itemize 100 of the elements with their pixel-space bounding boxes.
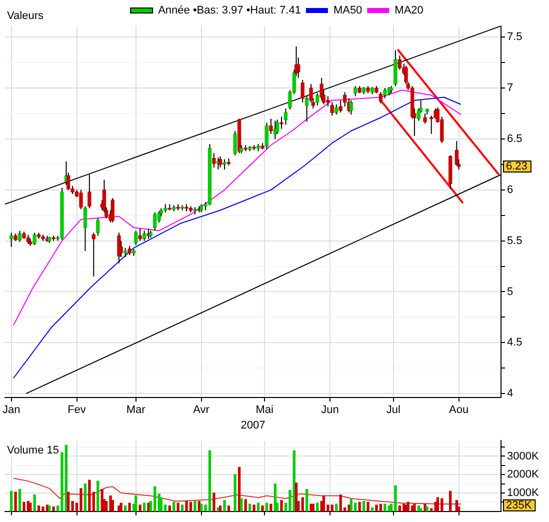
candlestick bbox=[398, 55, 402, 70]
bar bbox=[348, 504, 350, 512]
candlestick bbox=[394, 50, 398, 87]
bar bbox=[280, 500, 283, 512]
chart-title: Valeurs bbox=[7, 10, 44, 22]
bar bbox=[128, 502, 131, 512]
bar bbox=[223, 500, 226, 512]
bar bbox=[52, 506, 55, 512]
bar bbox=[322, 495, 326, 512]
y-tick-label: 2000K bbox=[507, 468, 540, 481]
y-tick-label: 5.5 bbox=[507, 234, 522, 247]
candlestick bbox=[60, 187, 64, 240]
candlestick bbox=[342, 92, 347, 107]
bar bbox=[18, 489, 22, 512]
bar bbox=[80, 488, 82, 512]
y-tick-label: 4 bbox=[507, 388, 514, 400]
candlestick bbox=[237, 118, 242, 154]
candlestick bbox=[79, 189, 83, 210]
x-tick-label: Avr bbox=[193, 404, 210, 416]
x-tick-label: Jun bbox=[321, 404, 339, 416]
candlestick bbox=[134, 230, 138, 246]
y-tick-label: 7.5 bbox=[507, 31, 522, 44]
candlestick bbox=[138, 228, 142, 242]
bar bbox=[134, 495, 138, 512]
x-tick-label: Mar bbox=[126, 404, 146, 416]
x-axis-title: 2007 bbox=[240, 419, 266, 432]
bar bbox=[194, 500, 196, 512]
candlestick bbox=[425, 108, 429, 116]
candlestick bbox=[18, 230, 22, 242]
bar bbox=[261, 506, 264, 512]
bar bbox=[330, 504, 334, 512]
bar bbox=[88, 480, 91, 512]
bar bbox=[96, 480, 100, 512]
candlestick bbox=[41, 234, 45, 242]
candlestick bbox=[233, 130, 237, 156]
x-tick-label: Jan bbox=[2, 404, 20, 416]
bar bbox=[109, 495, 112, 512]
candlestick bbox=[153, 212, 157, 232]
bar bbox=[22, 502, 26, 512]
candlestick bbox=[366, 86, 370, 94]
candlestick bbox=[92, 232, 96, 277]
y-tick-label: 3000K bbox=[507, 450, 540, 462]
candlestick bbox=[208, 144, 212, 206]
candlestick bbox=[222, 158, 226, 170]
candlestick bbox=[199, 204, 204, 213]
y-tick-label: 7 bbox=[507, 82, 514, 94]
candlestick bbox=[142, 230, 146, 242]
bar bbox=[14, 492, 17, 512]
candlestick bbox=[269, 118, 273, 134]
bar bbox=[335, 504, 338, 512]
candlestick bbox=[102, 179, 106, 213]
bar bbox=[449, 490, 452, 512]
candlestick bbox=[218, 156, 222, 168]
chart-title: Volume 15 bbox=[7, 444, 59, 457]
x-tick-label: Aou bbox=[449, 404, 469, 416]
bar bbox=[312, 504, 314, 512]
bar bbox=[436, 497, 440, 512]
x-tick-label: Jul bbox=[386, 404, 400, 416]
bar bbox=[84, 483, 87, 512]
bar bbox=[42, 506, 44, 512]
bar bbox=[244, 499, 247, 512]
candlestick bbox=[316, 92, 320, 106]
y-tick-label: 6 bbox=[507, 184, 514, 196]
candlestick bbox=[164, 204, 168, 213]
x-tick-label: Fev bbox=[68, 404, 86, 416]
bar bbox=[424, 504, 426, 512]
candlestick bbox=[304, 96, 309, 122]
bar bbox=[234, 474, 236, 512]
bar bbox=[160, 497, 163, 512]
candlestick bbox=[83, 206, 88, 252]
bar bbox=[440, 498, 444, 512]
bar bbox=[176, 502, 180, 512]
candlestick bbox=[284, 108, 288, 126]
candlestick bbox=[22, 231, 26, 240]
bar bbox=[212, 492, 216, 512]
candlestick bbox=[334, 104, 338, 116]
candlestick bbox=[226, 158, 231, 166]
bar bbox=[384, 504, 386, 512]
candlestick bbox=[123, 247, 128, 258]
candlestick bbox=[300, 79, 304, 103]
candlestick bbox=[326, 96, 330, 107]
y-tick-label: 1000K bbox=[507, 487, 540, 500]
candlestick bbox=[260, 142, 264, 150]
bar bbox=[185, 500, 188, 512]
bar bbox=[200, 504, 203, 512]
y-tick-label: 6.5 bbox=[507, 133, 522, 146]
bar bbox=[339, 494, 342, 512]
bar bbox=[394, 485, 397, 512]
bar bbox=[366, 502, 370, 512]
candlestick bbox=[10, 232, 14, 248]
text: 6.23 bbox=[506, 160, 528, 173]
candlestick bbox=[309, 84, 313, 103]
candlestick bbox=[378, 92, 383, 104]
candlestick bbox=[404, 65, 408, 85]
candlestick bbox=[330, 102, 334, 116]
y-tick-label: 4.5 bbox=[507, 336, 522, 349]
candlestick bbox=[132, 248, 136, 257]
bar bbox=[180, 504, 184, 512]
bar bbox=[362, 500, 366, 512]
text: 235K bbox=[506, 499, 532, 512]
